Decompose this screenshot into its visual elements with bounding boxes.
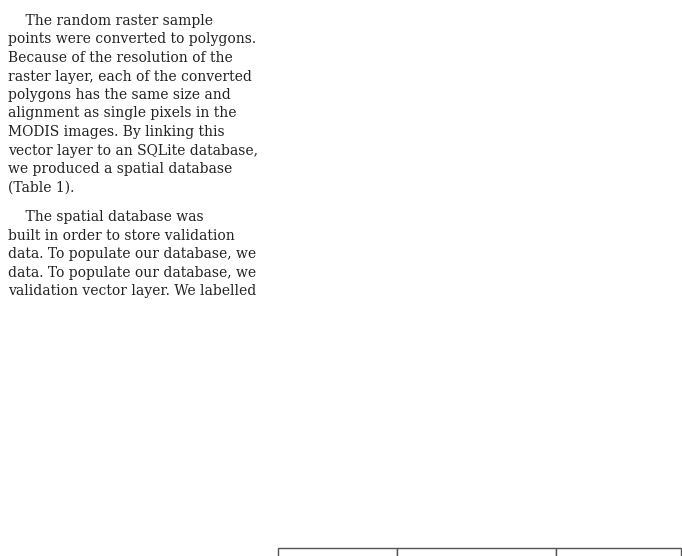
Text: we produced a spatial database: we produced a spatial database <box>8 162 233 176</box>
Text: points were converted to polygons.: points were converted to polygons. <box>8 32 256 47</box>
Text: data. To populate our database, we: data. To populate our database, we <box>8 266 256 280</box>
Bar <box>556 548 681 556</box>
Bar <box>397 548 556 556</box>
Text: polygons has the same size and: polygons has the same size and <box>8 88 231 102</box>
Text: data. To populate our database, we: data. To populate our database, we <box>8 247 256 261</box>
Text: validation vector layer. We labelled: validation vector layer. We labelled <box>8 284 256 298</box>
Text: The spatial database was: The spatial database was <box>8 210 204 224</box>
Text: Because of the resolution of the: Because of the resolution of the <box>8 51 233 65</box>
Text: alignment as single pixels in the: alignment as single pixels in the <box>8 107 237 121</box>
Text: raster layer, each of the converted: raster layer, each of the converted <box>8 70 252 83</box>
Bar <box>278 548 397 556</box>
Text: built in order to store validation: built in order to store validation <box>8 229 235 242</box>
Text: The random raster sample: The random raster sample <box>8 14 213 28</box>
Text: (Table 1).: (Table 1). <box>8 181 74 195</box>
Text: MODIS images. By linking this: MODIS images. By linking this <box>8 125 224 139</box>
Text: vector layer to an SQLite database,: vector layer to an SQLite database, <box>8 143 258 157</box>
